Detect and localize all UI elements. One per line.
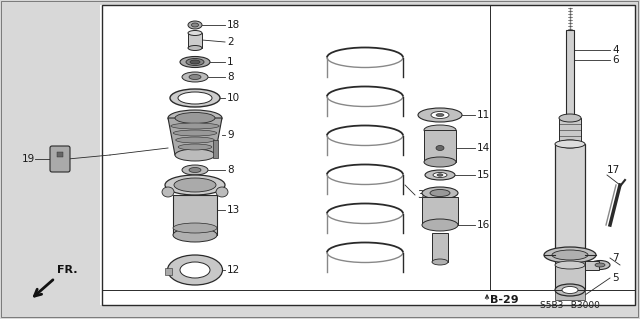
Ellipse shape bbox=[173, 228, 217, 242]
Ellipse shape bbox=[188, 31, 202, 35]
Polygon shape bbox=[424, 130, 456, 162]
Bar bbox=[566, 30, 574, 120]
Ellipse shape bbox=[555, 284, 585, 296]
Bar bbox=[100, 5, 635, 305]
Polygon shape bbox=[188, 33, 202, 48]
Text: 13: 13 bbox=[227, 205, 240, 215]
Ellipse shape bbox=[175, 149, 215, 161]
Ellipse shape bbox=[436, 114, 444, 116]
Ellipse shape bbox=[168, 255, 223, 285]
Ellipse shape bbox=[176, 137, 214, 143]
Ellipse shape bbox=[562, 286, 578, 293]
Text: 3: 3 bbox=[417, 190, 424, 200]
Text: 14: 14 bbox=[477, 143, 490, 153]
Bar bbox=[102, 5, 635, 305]
Ellipse shape bbox=[436, 145, 444, 151]
Polygon shape bbox=[173, 195, 217, 235]
Text: 8: 8 bbox=[227, 165, 234, 175]
Ellipse shape bbox=[165, 175, 225, 195]
Ellipse shape bbox=[182, 165, 208, 175]
Polygon shape bbox=[422, 197, 458, 225]
Ellipse shape bbox=[191, 23, 198, 27]
Text: 10: 10 bbox=[227, 93, 240, 103]
Bar bbox=[559, 118, 581, 144]
Text: 19: 19 bbox=[22, 154, 35, 164]
Bar bbox=[213, 140, 218, 158]
Ellipse shape bbox=[559, 114, 581, 122]
Text: 11: 11 bbox=[477, 110, 490, 120]
Ellipse shape bbox=[559, 140, 581, 148]
Ellipse shape bbox=[425, 170, 455, 180]
Ellipse shape bbox=[189, 167, 201, 173]
Ellipse shape bbox=[424, 157, 456, 167]
Ellipse shape bbox=[188, 46, 202, 50]
Ellipse shape bbox=[162, 187, 174, 197]
Ellipse shape bbox=[437, 174, 443, 176]
Ellipse shape bbox=[168, 110, 222, 126]
Text: 17: 17 bbox=[607, 165, 620, 175]
Text: 4: 4 bbox=[612, 45, 619, 55]
Ellipse shape bbox=[182, 72, 208, 82]
Ellipse shape bbox=[186, 58, 204, 65]
Ellipse shape bbox=[173, 223, 217, 233]
Ellipse shape bbox=[216, 187, 228, 197]
Ellipse shape bbox=[422, 219, 458, 231]
Text: 16: 16 bbox=[477, 220, 490, 230]
Polygon shape bbox=[168, 118, 222, 155]
Text: S5B3– B3000: S5B3– B3000 bbox=[540, 300, 600, 309]
Text: 12: 12 bbox=[227, 265, 240, 275]
Ellipse shape bbox=[422, 187, 458, 199]
Ellipse shape bbox=[180, 262, 210, 278]
Ellipse shape bbox=[188, 21, 202, 29]
Ellipse shape bbox=[590, 261, 610, 270]
Bar bbox=[585, 261, 599, 270]
Text: 2: 2 bbox=[227, 37, 234, 47]
Bar bbox=[555, 290, 585, 300]
Ellipse shape bbox=[432, 259, 448, 265]
Ellipse shape bbox=[430, 189, 450, 197]
Text: 6: 6 bbox=[612, 55, 619, 65]
Polygon shape bbox=[432, 233, 448, 262]
Ellipse shape bbox=[178, 92, 212, 104]
Ellipse shape bbox=[189, 75, 201, 79]
Bar bbox=[555, 259, 585, 289]
FancyBboxPatch shape bbox=[50, 146, 70, 172]
Ellipse shape bbox=[178, 144, 212, 150]
Text: 5: 5 bbox=[612, 273, 619, 283]
Ellipse shape bbox=[433, 173, 447, 177]
Ellipse shape bbox=[170, 89, 220, 107]
Bar bbox=[555, 144, 585, 259]
Text: 1: 1 bbox=[227, 57, 234, 67]
Ellipse shape bbox=[552, 250, 588, 260]
Ellipse shape bbox=[174, 178, 216, 192]
Text: 7: 7 bbox=[612, 253, 619, 263]
Ellipse shape bbox=[180, 56, 210, 68]
Ellipse shape bbox=[555, 140, 585, 148]
Ellipse shape bbox=[544, 247, 596, 263]
Ellipse shape bbox=[173, 130, 217, 136]
Ellipse shape bbox=[431, 112, 449, 118]
Ellipse shape bbox=[190, 60, 200, 64]
Ellipse shape bbox=[175, 113, 215, 123]
Bar bbox=[165, 268, 172, 275]
Text: 15: 15 bbox=[477, 170, 490, 180]
Text: 18: 18 bbox=[227, 20, 240, 30]
Text: 8: 8 bbox=[227, 72, 234, 82]
Bar bbox=[57, 152, 63, 157]
Ellipse shape bbox=[418, 108, 462, 122]
Ellipse shape bbox=[424, 125, 456, 135]
Text: FR.: FR. bbox=[57, 265, 77, 275]
Text: B-29: B-29 bbox=[490, 295, 518, 305]
Text: 9: 9 bbox=[227, 130, 234, 140]
Ellipse shape bbox=[595, 263, 605, 267]
Ellipse shape bbox=[171, 123, 219, 129]
Ellipse shape bbox=[555, 261, 585, 269]
